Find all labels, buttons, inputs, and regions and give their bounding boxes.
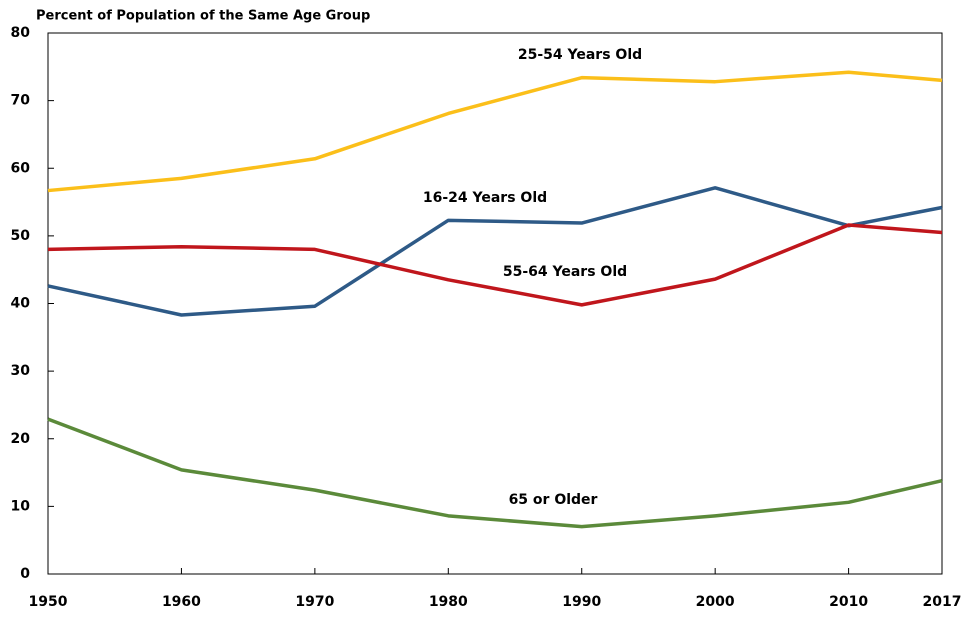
series-label: 25-54 Years Old — [518, 47, 642, 63]
series-label: 16-24 Years Old — [423, 190, 547, 206]
y-tick-label: 0 — [20, 566, 30, 582]
plot-frame — [47, 32, 943, 575]
x-tick-label: 1980 — [429, 594, 468, 610]
y-tick-label: 60 — [11, 160, 31, 176]
y-tick-label: 80 — [11, 25, 31, 41]
y-tick-label: 40 — [11, 296, 31, 312]
x-tick-label: 2017 — [923, 594, 962, 610]
x-tick-label: 1960 — [162, 594, 201, 610]
x-tick-label: 1970 — [295, 594, 334, 610]
x-tick-label: 2010 — [829, 594, 868, 610]
series-line — [47, 186, 943, 317]
y-tick-label: 30 — [11, 363, 31, 379]
series-label: 55-64 Years Old — [503, 264, 627, 280]
y-tick-label: 70 — [11, 93, 31, 109]
chart-title: Percent of Population of the Same Age Gr… — [36, 9, 370, 24]
y-tick-label: 50 — [11, 228, 31, 244]
series-label: 65 or Older — [509, 492, 598, 508]
x-tick-label: 1950 — [29, 594, 68, 610]
x-tick-label: 1990 — [562, 594, 601, 610]
x-tick-label: 2000 — [696, 594, 735, 610]
series-line — [47, 417, 943, 529]
y-tick-label: 10 — [11, 498, 31, 514]
series-line — [47, 70, 943, 193]
series-line — [47, 223, 943, 307]
y-tick-label: 20 — [11, 431, 31, 447]
